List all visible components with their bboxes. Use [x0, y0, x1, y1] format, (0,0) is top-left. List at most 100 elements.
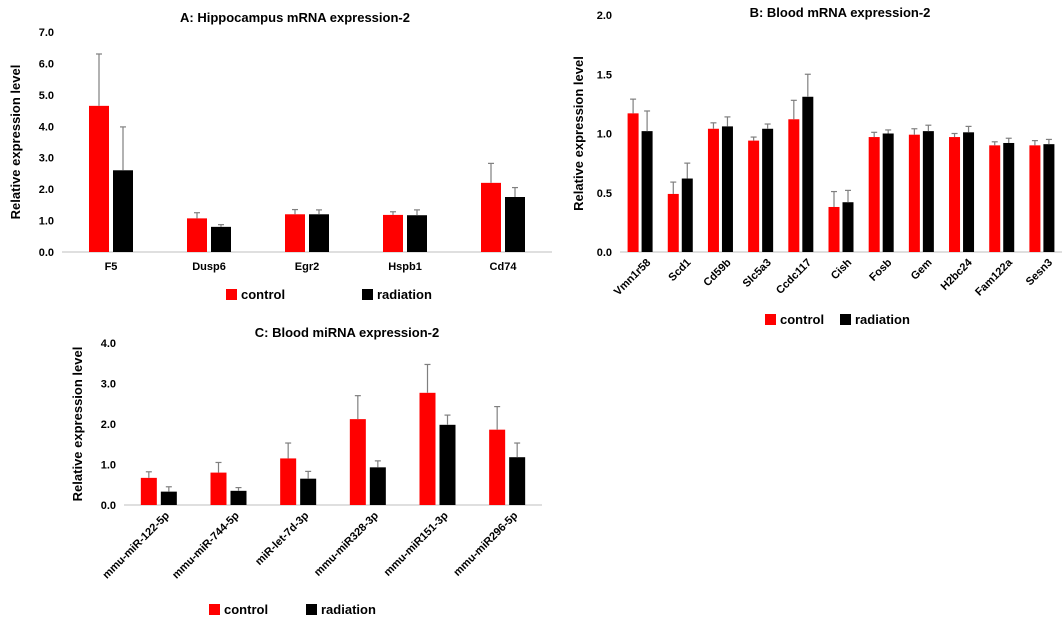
control-bar [383, 214, 403, 252]
radiation-bar [762, 128, 774, 252]
radiation-bar [641, 131, 653, 252]
radiation-bar [922, 131, 934, 252]
control-bar [89, 105, 109, 252]
x-tick-label: Scd1 [666, 257, 693, 284]
x-tick-label: Cish [829, 257, 855, 283]
y-axis-label: Relative expression level [571, 56, 586, 211]
y-tick-label: 1.0 [101, 460, 116, 472]
legend-control-swatch [226, 289, 237, 300]
legend-radiation-label: radiation [855, 312, 910, 327]
x-tick-label: Fam122a [973, 256, 1015, 298]
x-tick-label: H2bc24 [939, 256, 976, 293]
radiation-bar [300, 478, 317, 505]
y-tick-label: 2.0 [101, 419, 116, 431]
control-bar [949, 137, 961, 252]
x-tick-label: mmu-miR328-3p [312, 510, 381, 579]
chart-title: C: Blood miRNA expression-2 [255, 325, 439, 340]
y-tick-label: 0.0 [101, 500, 116, 512]
radiation-bar [439, 424, 456, 505]
x-tick-label: mmu-miR296-5p [451, 510, 520, 579]
x-tick-label: Cd74 [490, 261, 518, 273]
x-tick-label: Egr2 [295, 261, 319, 273]
radiation-bar [407, 215, 427, 252]
legend-radiation-swatch [362, 289, 373, 300]
legend-control-label: control [241, 287, 285, 302]
radiation-bar [963, 132, 975, 252]
y-tick-label: 1.0 [597, 129, 612, 141]
x-tick-label: Sesn3 [1024, 257, 1055, 288]
y-tick-label: 7.0 [39, 27, 54, 39]
radiation-bar [369, 467, 386, 505]
radiation-bar [802, 96, 814, 252]
x-tick-label: mmu-miR-122-5p [100, 510, 172, 582]
control-bar [908, 134, 920, 252]
y-tick-label: 1.0 [39, 216, 54, 228]
control-bar [989, 145, 1001, 252]
y-tick-label: 0.0 [597, 247, 612, 259]
y-tick-label: 6.0 [39, 58, 54, 70]
radiation-bar [160, 491, 177, 505]
control-bar [349, 419, 366, 505]
x-tick-label: Hspb1 [388, 261, 422, 273]
x-tick-label: Slc5a3 [741, 257, 774, 290]
control-bar [748, 140, 760, 252]
x-tick-label: Vmn1r58 [612, 257, 653, 298]
control-bar [140, 477, 157, 505]
radiation-bar [211, 226, 231, 252]
radiation-bar [509, 457, 526, 505]
control-bar [419, 392, 436, 505]
legend-radiation-label: radiation [377, 287, 432, 302]
control-bar [210, 472, 227, 505]
radiation-bar [842, 202, 854, 252]
x-tick-label: Cd59b [701, 257, 733, 289]
chart-title: A: Hippocampus mRNA expression-2 [180, 10, 410, 25]
y-tick-label: 3.0 [101, 379, 116, 391]
x-tick-label: mmu-miR-744-5p [170, 510, 242, 582]
y-axis-label: Relative expression level [8, 65, 23, 220]
legend-control-swatch [209, 604, 220, 615]
radiation-bar [1043, 144, 1055, 252]
legend-radiation-label: radiation [321, 602, 376, 617]
chart-title: B: Blood mRNA expression-2 [750, 5, 931, 20]
radiation-bar [505, 197, 525, 252]
x-tick-label: F5 [105, 261, 118, 273]
y-tick-label: 4.0 [101, 338, 116, 350]
control-bar [828, 206, 840, 252]
control-bar [627, 113, 639, 252]
y-axis-label: Relative expression level [70, 347, 85, 502]
control-bar [667, 193, 679, 252]
legend-radiation-swatch [306, 604, 317, 615]
radiation-bar [721, 126, 733, 252]
x-tick-label: mmu-miR151-3p [382, 510, 451, 579]
legend-radiation-swatch [840, 314, 851, 325]
x-tick-label: Dusp6 [192, 261, 226, 273]
y-tick-label: 2.0 [39, 184, 54, 196]
x-tick-label: Ccdc117 [774, 257, 814, 297]
control-bar [187, 218, 207, 252]
radiation-bar [309, 214, 329, 252]
y-tick-label: 2.0 [597, 10, 612, 22]
y-tick-label: 5.0 [39, 90, 54, 102]
y-tick-label: 0.0 [39, 247, 54, 259]
radiation-bar [681, 178, 693, 252]
radiation-bar [1003, 142, 1015, 252]
control-bar [489, 429, 506, 505]
legend-control-label: control [780, 312, 824, 327]
x-tick-label: Gem [909, 257, 935, 283]
control-bar [1029, 145, 1041, 252]
radiation-bar [113, 170, 133, 252]
control-bar [280, 458, 297, 505]
legend-control-label: control [224, 602, 268, 617]
control-bar [481, 182, 501, 252]
y-tick-label: 1.5 [597, 69, 612, 81]
control-bar [707, 128, 719, 252]
radiation-bar [230, 490, 247, 505]
y-tick-label: 0.5 [597, 188, 612, 200]
control-bar [788, 119, 800, 252]
control-bar [285, 214, 305, 252]
legend-control-swatch [765, 314, 776, 325]
x-tick-label: Fosb [867, 257, 894, 284]
y-tick-label: 3.0 [39, 153, 54, 165]
